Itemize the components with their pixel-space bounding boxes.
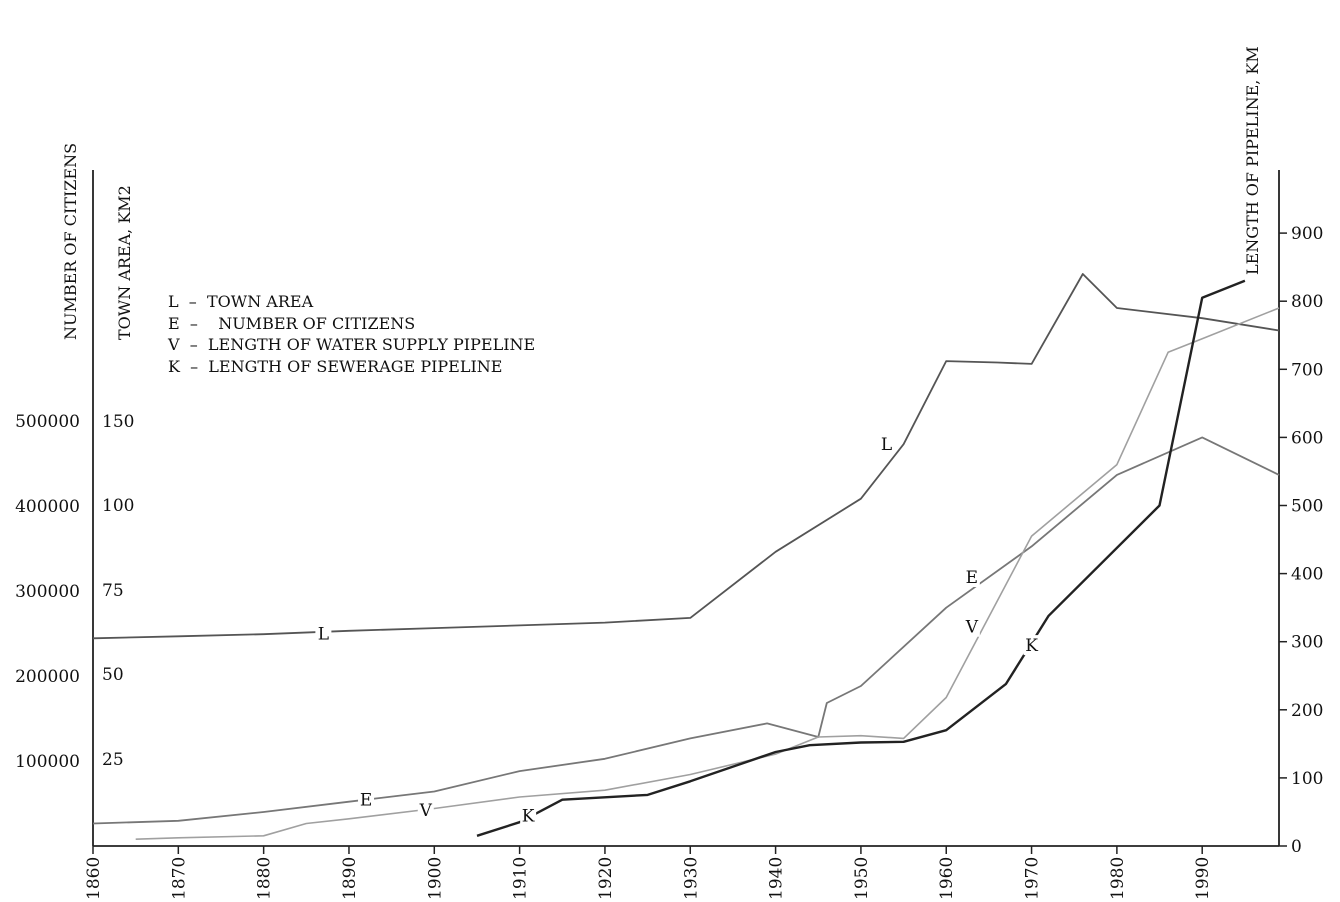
x-tick-label: 1970	[1023, 857, 1043, 900]
pipeline-tick-label: 700	[1291, 360, 1323, 380]
axes	[92, 170, 1280, 847]
area-tick-label: 75	[102, 581, 124, 601]
x-tick-label: 1880	[255, 857, 275, 900]
series-line-v	[135, 307, 1280, 840]
x-tick-label: 1930	[681, 857, 701, 900]
area-tick-label: 100	[102, 496, 134, 516]
area-axis-ticks: 25 50 75 100 150	[102, 412, 134, 770]
series-label-background	[1023, 635, 1040, 656]
x-tick-label: 1860	[84, 857, 104, 900]
legend-entry-e: E – NUMBER OF CITIZENS	[168, 314, 415, 333]
citizens-tick-label: 100000	[15, 752, 80, 772]
series-lines	[92, 273, 1280, 840]
series-label-background	[417, 799, 434, 820]
x-tick-label: 1910	[511, 857, 531, 900]
series-label-k: K	[522, 806, 535, 826]
series-label-background	[963, 616, 980, 637]
legend-entry-l: L – TOWN AREA	[168, 292, 314, 311]
citizens-tick-label: 500000	[15, 412, 80, 432]
x-tick-label: 1870	[169, 857, 189, 900]
pipeline-axis-title: LENGTH OF PIPELINE, KM	[1243, 46, 1262, 275]
series-label-background	[315, 623, 332, 644]
series-label-v: V	[419, 801, 433, 821]
area-tick-label: 25	[102, 750, 124, 770]
series-label-e: E	[360, 791, 372, 811]
series-label-v: V	[965, 618, 979, 638]
series-line-l	[92, 273, 1280, 640]
citizens-axis-title: NUMBER OF CITIZENS	[61, 143, 80, 340]
x-tick-label: 1990	[1193, 857, 1213, 900]
series-label-background	[963, 567, 980, 588]
pipeline-tick-label: 800	[1291, 292, 1323, 312]
series-label-background	[358, 789, 375, 810]
x-tick-label: 1980	[1108, 857, 1128, 900]
x-tick-label: 1960	[937, 857, 957, 900]
pipeline-tick-label: 900	[1291, 224, 1323, 244]
series-line-k	[476, 279, 1246, 837]
legend-entry-v: V – LENGTH OF WATER SUPPLY PIPELINE	[167, 335, 535, 354]
legend: L – TOWN AREA E – NUMBER OF CITIZENS V –…	[167, 292, 535, 376]
pipeline-tick-label: 300	[1291, 633, 1323, 653]
pipeline-axis-ticks: 0 100 200 300 400 500 600 700 800 900	[1279, 224, 1323, 857]
series-line-e	[92, 436, 1280, 825]
pipeline-tick-label: 500	[1291, 497, 1323, 517]
series-label-background	[520, 805, 537, 826]
citizens-tick-label: 300000	[15, 582, 80, 602]
area-tick-label: 50	[102, 665, 124, 685]
x-axis-ticks: 1860 1870 1880 1890 1900 1910 1920 1930 1940 1950…	[84, 846, 1213, 900]
x-tick-label: 1920	[596, 857, 616, 900]
citizens-tick-label: 400000	[15, 497, 80, 517]
series-label-k: K	[1025, 636, 1038, 656]
pipeline-tick-label: 200	[1291, 701, 1323, 721]
pipeline-tick-label: 400	[1291, 565, 1323, 585]
series-label-background	[878, 434, 895, 455]
area-tick-label: 150	[102, 412, 134, 432]
citizens-axis-ticks: 100000 200000 300000 400000 500000	[15, 412, 80, 772]
series-inline-labels: L L E E V V K K	[315, 434, 1040, 826]
area-axis-title: TOWN AREA, KM2	[115, 185, 134, 340]
series-label-l: L	[318, 625, 329, 645]
legend-entry-k: K – LENGTH OF SEWERAGE PIPELINE	[168, 357, 502, 376]
pipeline-tick-label: 0	[1291, 837, 1302, 857]
pipeline-tick-label: 600	[1291, 428, 1323, 448]
citizens-tick-label: 200000	[15, 667, 80, 687]
x-tick-label: 1950	[852, 857, 872, 900]
x-tick-label: 1900	[425, 857, 445, 900]
series-label-l: L	[881, 435, 892, 455]
pipeline-tick-label: 100	[1291, 769, 1323, 789]
x-tick-label: 1890	[340, 857, 360, 900]
x-tick-label: 1940	[767, 857, 787, 900]
series-label-e: E	[966, 568, 978, 588]
